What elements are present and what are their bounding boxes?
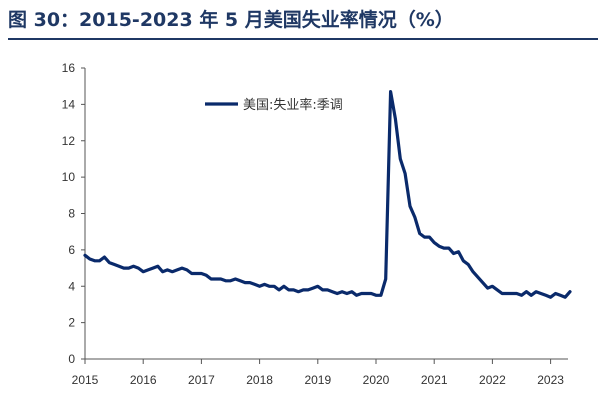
y-tick-label: 0 xyxy=(68,352,75,366)
x-tick-label: 2021 xyxy=(421,373,448,387)
x-axis-ticks: 2015 2016 2017 2018 2019 2020 2021 2022 2023 xyxy=(72,359,564,387)
y-tick-label: 16 xyxy=(62,61,76,75)
x-tick-label: 2022 xyxy=(479,373,506,387)
x-tick-label: 2019 xyxy=(304,373,331,387)
y-tick-label: 8 xyxy=(68,207,75,221)
x-tick-label: 2023 xyxy=(537,373,564,387)
y-tick-label: 4 xyxy=(68,279,75,293)
series-line-unemployment xyxy=(83,89,572,299)
y-tick-label: 2 xyxy=(68,316,75,330)
chart-series xyxy=(83,89,572,299)
x-tick-label: 2018 xyxy=(246,373,273,387)
x-tick-label: 2016 xyxy=(130,373,157,387)
legend-label: 美国:失业率:季调 xyxy=(243,97,343,113)
y-tick-label: 14 xyxy=(62,97,76,111)
title-divider xyxy=(8,38,598,40)
y-tick-label: 10 xyxy=(62,170,76,184)
y-tick-label: 12 xyxy=(62,134,76,148)
chart-legend: 美国:失业率:季调 xyxy=(205,97,343,113)
x-tick-label: 2017 xyxy=(188,373,215,387)
figure-title: 图 30：2015-2023 年 5 月美国失业率情况（%） xyxy=(8,9,454,31)
y-tick-label: 6 xyxy=(68,243,75,257)
y-axis-ticks: 0 2 4 6 8 10 12 14 16 xyxy=(62,61,85,366)
x-tick-label: 2015 xyxy=(72,373,99,387)
x-tick-label: 2020 xyxy=(363,373,390,387)
